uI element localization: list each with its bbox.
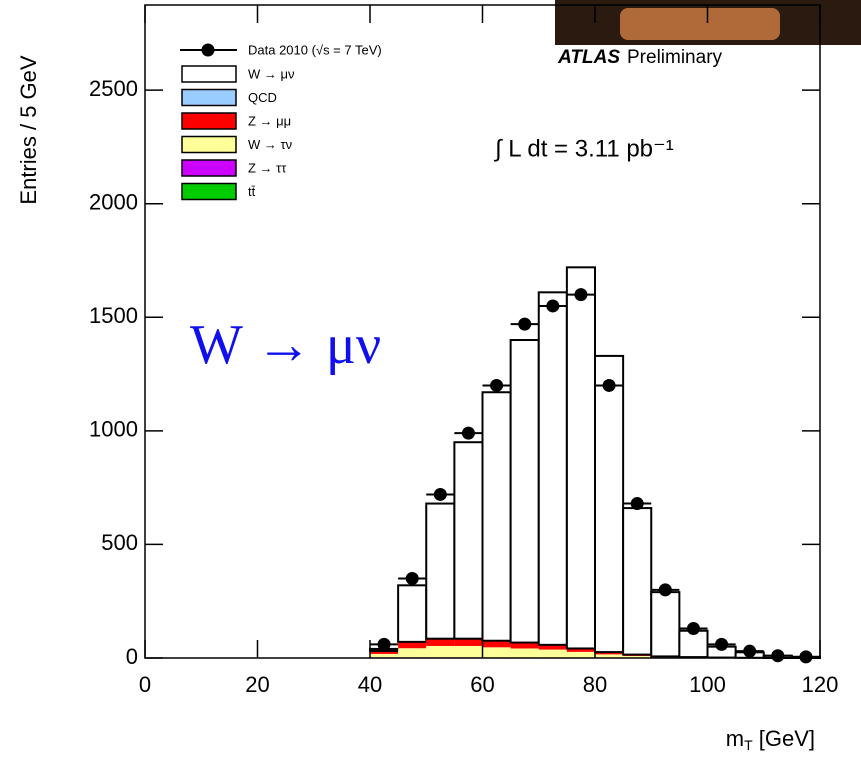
histogram-bar bbox=[510, 642, 539, 649]
x-tick-label: 20 bbox=[245, 672, 269, 697]
x-tick-label: 60 bbox=[470, 672, 494, 697]
histogram-bar bbox=[398, 642, 427, 649]
x-label-main: m bbox=[726, 726, 744, 751]
legend-swatch bbox=[181, 112, 237, 130]
histogram-bar bbox=[538, 645, 567, 650]
histogram-bar bbox=[538, 649, 567, 658]
x-tick-label: 100 bbox=[689, 672, 726, 697]
data-point bbox=[602, 378, 616, 392]
legend-label: Z → μμ bbox=[248, 113, 291, 128]
legend-swatch bbox=[181, 65, 237, 83]
legend-swatch bbox=[181, 182, 237, 201]
histogram-bar bbox=[650, 591, 681, 658]
data-point bbox=[461, 426, 475, 440]
y-tick-label: 2000 bbox=[89, 190, 138, 215]
histogram-bar bbox=[426, 645, 455, 658]
data-point bbox=[658, 583, 672, 597]
photo-detail bbox=[620, 8, 780, 40]
histogram-bar bbox=[370, 651, 399, 654]
y-tick-label: 0 bbox=[126, 644, 138, 669]
data-point bbox=[546, 299, 560, 313]
data-point bbox=[433, 487, 447, 501]
legend-label: tt̄ bbox=[248, 184, 256, 199]
legend-label: W → τν bbox=[248, 137, 292, 152]
plot-area bbox=[369, 266, 821, 664]
histogram-bar bbox=[482, 640, 511, 648]
histogram-bar bbox=[537, 291, 568, 646]
histogram-bar bbox=[481, 391, 512, 642]
y-axis-label: Entries / 5 GeV bbox=[16, 55, 41, 205]
histogram-bar bbox=[622, 507, 653, 656]
process-label: W → μν bbox=[190, 314, 381, 376]
histogram-bar bbox=[453, 441, 484, 640]
legend-swatch bbox=[181, 135, 237, 154]
status: Preliminary bbox=[627, 47, 723, 68]
histogram-bar bbox=[594, 354, 625, 654]
data-point bbox=[715, 637, 729, 651]
histogram-bar bbox=[565, 266, 596, 650]
histogram-bar bbox=[509, 339, 540, 644]
x-tick-label: 80 bbox=[583, 672, 607, 697]
histogram-bar bbox=[454, 639, 483, 646]
x-label-sub: T bbox=[744, 737, 753, 753]
data-point bbox=[490, 378, 504, 392]
x-axis-label: mT [GeV] bbox=[726, 726, 815, 753]
x-tick-label: 40 bbox=[358, 672, 382, 697]
legend-label: Z → ττ bbox=[248, 160, 287, 175]
histogram-bar bbox=[454, 645, 483, 658]
data-point bbox=[630, 497, 644, 511]
histogram-bar bbox=[398, 648, 427, 658]
data-point bbox=[405, 572, 419, 586]
experiment: ATLAS bbox=[557, 47, 620, 68]
histogram-bar bbox=[566, 651, 595, 658]
luminosity: ∫ L dt = 3.11 pb⁻¹ bbox=[493, 135, 674, 162]
data-point bbox=[686, 621, 700, 635]
histogram-bar bbox=[426, 639, 455, 646]
y-tick-label: 2500 bbox=[89, 76, 138, 101]
data-point bbox=[377, 637, 391, 651]
data-point bbox=[518, 317, 532, 331]
x-label-rest: [GeV] bbox=[753, 726, 815, 751]
y-tick-label: 1500 bbox=[89, 303, 138, 328]
histogram-bar bbox=[510, 648, 539, 658]
y-tick-label: 1000 bbox=[89, 417, 138, 442]
y-tick-label: 500 bbox=[101, 530, 138, 555]
legend-swatch bbox=[181, 159, 237, 177]
data-point bbox=[799, 650, 813, 664]
histogram-bar bbox=[595, 654, 624, 658]
histogram-bar bbox=[482, 647, 511, 658]
histogram-bar bbox=[623, 655, 652, 658]
data-point bbox=[743, 644, 757, 658]
histogram-bar bbox=[370, 653, 399, 658]
legend-label: Data 2010 (√s = 7 TeV) bbox=[248, 42, 382, 57]
x-tick-label: 0 bbox=[139, 672, 151, 697]
data-point bbox=[771, 649, 785, 663]
legend-swatch bbox=[181, 88, 237, 107]
x-tick-label: 120 bbox=[802, 672, 839, 697]
data-point bbox=[574, 288, 588, 302]
legend-label: QCD bbox=[248, 90, 277, 105]
legend-label: W → μν bbox=[248, 66, 294, 81]
histogram-bar bbox=[595, 652, 624, 655]
legend-marker bbox=[201, 43, 215, 57]
histogram-bar bbox=[425, 502, 456, 640]
histogram-bar bbox=[397, 584, 428, 643]
histogram-bar bbox=[566, 648, 595, 652]
